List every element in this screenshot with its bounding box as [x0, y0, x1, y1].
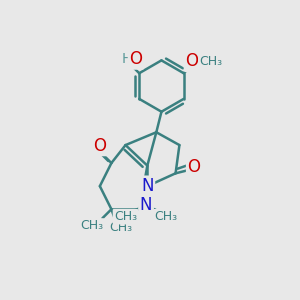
Text: H: H: [121, 52, 132, 66]
Text: CH₃: CH₃: [199, 55, 222, 68]
Text: CH₃: CH₃: [109, 221, 133, 234]
Text: N: N: [141, 177, 154, 195]
Text: N: N: [140, 196, 152, 214]
Text: CH₃: CH₃: [80, 219, 103, 232]
Text: O: O: [188, 158, 200, 175]
Text: O: O: [129, 50, 142, 68]
Text: CH₃: CH₃: [154, 210, 177, 223]
Text: O: O: [185, 52, 198, 70]
Text: O: O: [94, 136, 106, 154]
Text: CH₃: CH₃: [114, 210, 137, 223]
